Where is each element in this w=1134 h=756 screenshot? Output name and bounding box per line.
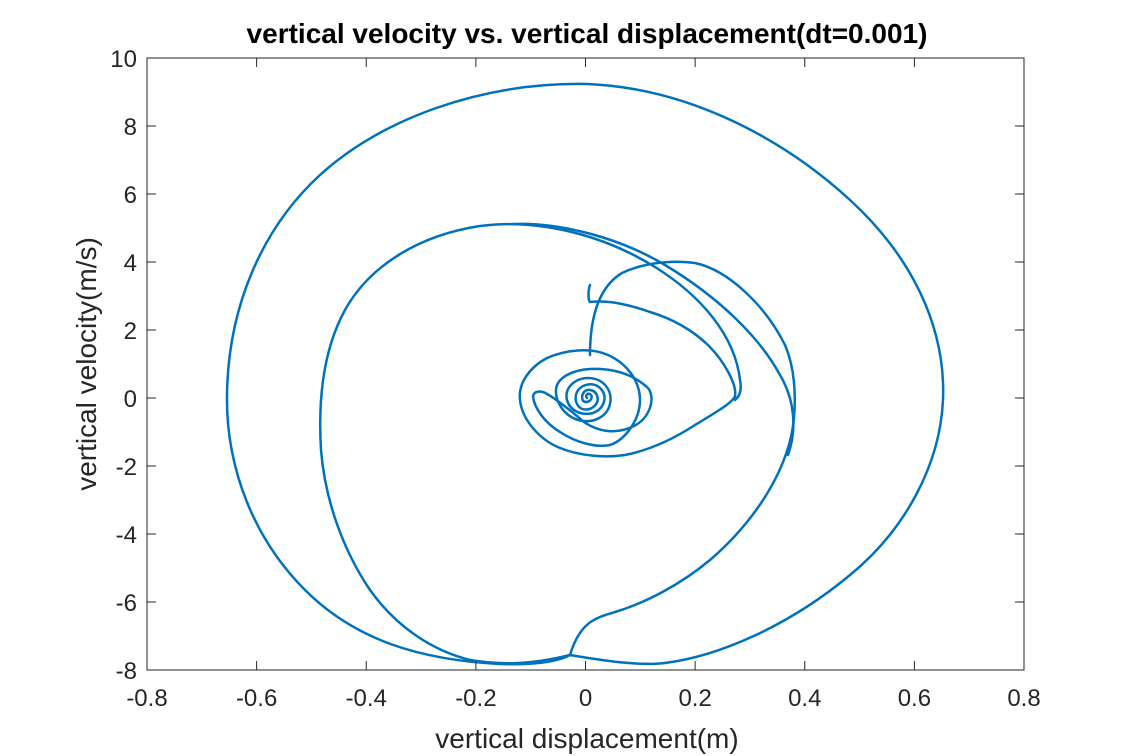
x-tick-label: 0 (579, 685, 592, 712)
plot-area: -0.8 -0.6 -0.4 -0.2 0 0.2 0.4 0.6 0.8 -8 -6 -4 -2 0 2… (110, 46, 1040, 712)
x-axis-label: vertical displacement(m) (435, 723, 738, 754)
chart-title: vertical velocity vs. vertical displacem… (247, 18, 928, 49)
axes-background (147, 58, 1024, 670)
x-tick-label: 0.8 (1007, 685, 1040, 712)
phase-portrait-curve-midring (511, 222, 795, 457)
x-axis-ticks: -0.8 -0.6 -0.4 -0.2 0 0.2 0.4 0.6 0.8 (126, 58, 1041, 712)
y-tick-label: -6 (116, 590, 137, 617)
y-axis-label: vertical velocity(m/s) (71, 237, 102, 491)
y-tick-label: -8 (116, 658, 137, 685)
x-tick-label: -0.2 (455, 685, 496, 712)
y-axis-ticks: -8 -6 -4 -2 0 2 4 6 8 10 (110, 46, 1024, 685)
phase-portrait-curve (518, 283, 737, 458)
y-tick-label: 6 (124, 182, 137, 209)
x-tick-label: -0.4 (346, 685, 387, 712)
x-tick-label: 0.6 (898, 685, 931, 712)
phase-portrait-curve-ring (225, 82, 945, 666)
y-tick-label: 8 (124, 114, 137, 141)
x-tick-label: 0.4 (788, 685, 821, 712)
y-tick-label: 10 (110, 46, 137, 73)
x-tick-label: -0.6 (236, 685, 277, 712)
phase-portrait-curve-outer (318, 222, 797, 665)
x-tick-label: -0.8 (126, 685, 167, 712)
x-tick-label: 0.2 (678, 685, 711, 712)
y-tick-label: 2 (124, 318, 137, 345)
y-tick-label: 4 (124, 250, 137, 277)
y-tick-label: -2 (116, 454, 137, 481)
y-tick-label: 0 (124, 386, 137, 413)
y-tick-label: -4 (116, 522, 137, 549)
